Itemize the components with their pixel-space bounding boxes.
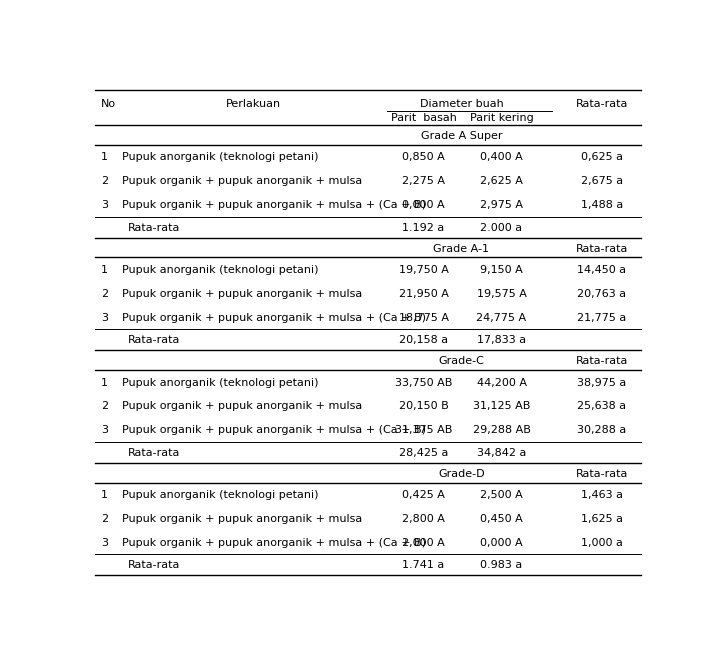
Text: 20,763 a: 20,763 a	[577, 289, 626, 299]
Text: 21,775 a: 21,775 a	[577, 313, 626, 323]
Text: 31,125 AB: 31,125 AB	[473, 401, 530, 411]
Text: 34,842 a: 34,842 a	[477, 448, 526, 457]
Text: 1,000 a: 1,000 a	[581, 538, 623, 548]
Text: 1,463 a: 1,463 a	[581, 490, 623, 500]
Text: 3: 3	[101, 200, 108, 210]
Text: Rata-rata: Rata-rata	[576, 356, 628, 366]
Text: 20,150 B: 20,150 B	[398, 401, 449, 411]
Text: 2,500 A: 2,500 A	[480, 490, 523, 500]
Text: 2: 2	[101, 289, 108, 299]
Text: Rata-rata: Rata-rata	[576, 468, 628, 479]
Text: 17,833 a: 17,833 a	[477, 335, 526, 345]
Text: 24,775 A: 24,775 A	[477, 313, 526, 323]
Text: 0,850 A: 0,850 A	[402, 152, 445, 162]
Text: 2: 2	[101, 176, 108, 186]
Text: Grade A-1: Grade A-1	[434, 243, 490, 254]
Text: Pupuk organik + pupuk anorganik + mulsa + (Ca + B): Pupuk organik + pupuk anorganik + mulsa …	[122, 538, 426, 548]
Text: Pupuk anorganik (teknologi petani): Pupuk anorganik (teknologi petani)	[122, 377, 319, 388]
Text: Diameter buah: Diameter buah	[419, 99, 503, 109]
Text: Pupuk organik + pupuk anorganik + mulsa: Pupuk organik + pupuk anorganik + mulsa	[122, 514, 363, 524]
Text: 3: 3	[101, 538, 108, 548]
Text: 2,975 A: 2,975 A	[480, 200, 523, 210]
Text: 2,675 a: 2,675 a	[581, 176, 623, 186]
Text: 2,800 A: 2,800 A	[402, 514, 445, 524]
Text: Pupuk anorganik (teknologi petani): Pupuk anorganik (teknologi petani)	[122, 152, 319, 162]
Text: 2,000 A: 2,000 A	[402, 538, 445, 548]
Text: 0,625 a: 0,625 a	[581, 152, 623, 162]
Text: 31,375 AB: 31,375 AB	[395, 425, 452, 435]
Text: 3: 3	[101, 313, 108, 323]
Text: Rata-rata: Rata-rata	[128, 223, 180, 232]
Text: 0.983 a: 0.983 a	[480, 560, 523, 570]
Text: 38,975 a: 38,975 a	[577, 377, 626, 388]
Text: Pupuk anorganik (teknologi petani): Pupuk anorganik (teknologi petani)	[122, 490, 319, 500]
Text: 0,000 A: 0,000 A	[480, 538, 523, 548]
Text: Pupuk anorganik (teknologi petani): Pupuk anorganik (teknologi petani)	[122, 265, 319, 275]
Text: 3: 3	[101, 425, 108, 435]
Text: Parit kering: Parit kering	[470, 113, 533, 123]
Text: Grade-D: Grade-D	[438, 468, 485, 479]
Text: Rata-rata: Rata-rata	[128, 448, 180, 457]
Text: 14,450 a: 14,450 a	[577, 265, 626, 275]
Text: Perlakuan: Perlakuan	[226, 99, 281, 109]
Text: 1: 1	[101, 265, 108, 275]
Text: 1: 1	[101, 152, 108, 162]
Text: Rata-rata: Rata-rata	[576, 99, 628, 109]
Text: 1: 1	[101, 377, 108, 388]
Text: 2,275 A: 2,275 A	[402, 176, 445, 186]
Text: Rata-rata: Rata-rata	[128, 335, 180, 345]
Text: 20,158 a: 20,158 a	[399, 335, 448, 345]
Text: 1,625 a: 1,625 a	[581, 514, 623, 524]
Text: 0,425 A: 0,425 A	[402, 490, 445, 500]
Text: 19,575 A: 19,575 A	[477, 289, 526, 299]
Text: Pupuk organik + pupuk anorganik + mulsa + (Ca + B): Pupuk organik + pupuk anorganik + mulsa …	[122, 313, 426, 323]
Text: 1: 1	[101, 490, 108, 500]
Text: 18,775 A: 18,775 A	[398, 313, 449, 323]
Text: Parit  basah: Parit basah	[391, 113, 457, 123]
Text: 9,150 A: 9,150 A	[480, 265, 523, 275]
Text: 33,750 AB: 33,750 AB	[395, 377, 452, 388]
Text: 28,425 a: 28,425 a	[399, 448, 448, 457]
Text: 2.000 a: 2.000 a	[480, 223, 523, 232]
Text: 2,625 A: 2,625 A	[480, 176, 523, 186]
Text: 2: 2	[101, 401, 108, 411]
Text: 19,750 A: 19,750 A	[398, 265, 449, 275]
Text: Pupuk organik + pupuk anorganik + mulsa + (Ca + B): Pupuk organik + pupuk anorganik + mulsa …	[122, 200, 426, 210]
Text: 29,288 AB: 29,288 AB	[472, 425, 531, 435]
Text: 1.741 a: 1.741 a	[403, 560, 444, 570]
Text: 0,000 A: 0,000 A	[402, 200, 445, 210]
Text: No: No	[101, 99, 116, 109]
Text: 44,200 A: 44,200 A	[477, 377, 526, 388]
Text: Grade-C: Grade-C	[439, 356, 485, 366]
Text: Pupuk organik + pupuk anorganik + mulsa: Pupuk organik + pupuk anorganik + mulsa	[122, 289, 363, 299]
Text: 25,638 a: 25,638 a	[577, 401, 626, 411]
Text: 30,288 a: 30,288 a	[577, 425, 626, 435]
Text: Rata-rata: Rata-rata	[128, 560, 180, 570]
Text: 21,950 A: 21,950 A	[398, 289, 449, 299]
Text: Rata-rata: Rata-rata	[576, 243, 628, 254]
Text: 2: 2	[101, 514, 108, 524]
Text: Pupuk organik + pupuk anorganik + mulsa: Pupuk organik + pupuk anorganik + mulsa	[122, 176, 363, 186]
Text: 0,450 A: 0,450 A	[480, 514, 523, 524]
Text: 1.192 a: 1.192 a	[403, 223, 444, 232]
Text: Pupuk organik + pupuk anorganik + mulsa: Pupuk organik + pupuk anorganik + mulsa	[122, 401, 363, 411]
Text: 0,400 A: 0,400 A	[480, 152, 523, 162]
Text: 1,488 a: 1,488 a	[581, 200, 623, 210]
Text: Grade A Super: Grade A Super	[421, 131, 502, 141]
Text: Pupuk organik + pupuk anorganik + mulsa + (Ca + B): Pupuk organik + pupuk anorganik + mulsa …	[122, 425, 426, 435]
